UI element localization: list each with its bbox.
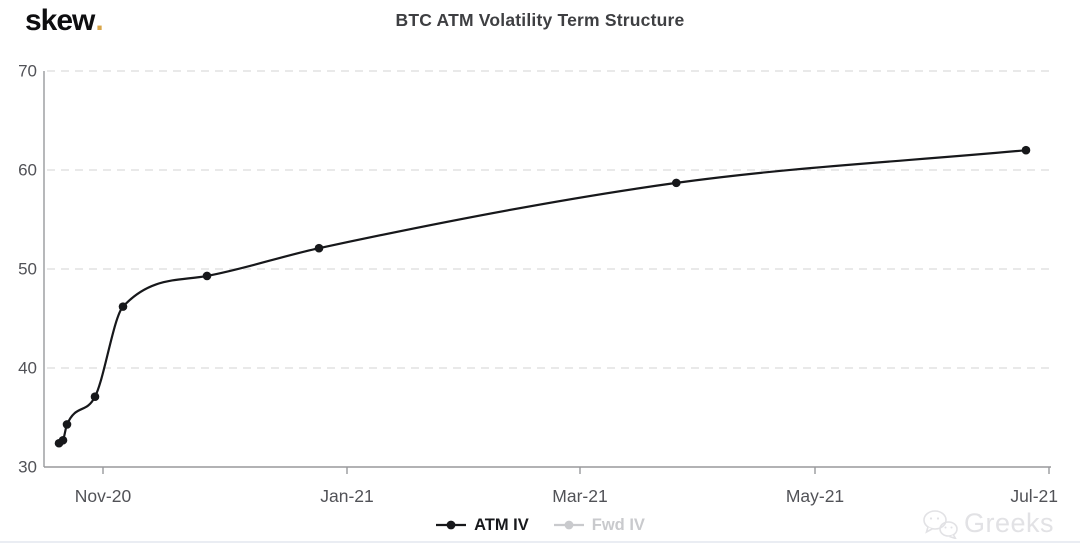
data-point[interactable] xyxy=(672,178,681,188)
x-axis-label: May-21 xyxy=(786,486,844,506)
legend-label-fwd-iv: Fwd IV xyxy=(591,515,645,534)
bottom-divider xyxy=(0,541,1080,543)
legend-marker-atm-iv xyxy=(436,520,467,530)
x-axis-label: Jul-21 xyxy=(1010,486,1058,506)
skew-logo-text: skew xyxy=(25,4,95,37)
data-point[interactable] xyxy=(314,243,324,253)
greeks-watermark: Greeks xyxy=(922,508,1054,539)
data-point[interactable] xyxy=(58,435,68,445)
x-axis-label: Mar-21 xyxy=(552,486,607,506)
skew-logo-dot: . xyxy=(95,4,103,37)
y-axis-label: 30 xyxy=(18,458,37,477)
series-line-atm-iv xyxy=(58,149,1027,445)
data-point[interactable] xyxy=(1021,145,1031,155)
legend-label-atm-iv: ATM IV xyxy=(474,515,529,534)
y-axis-label: 70 xyxy=(18,62,37,81)
wechat-icon xyxy=(923,509,958,539)
volatility-term-structure-chart: 70 60 50 40 30 Nov-20 Jan-21 Mar-21 May-21 Jul-21 xyxy=(18,62,1058,506)
data-point[interactable] xyxy=(62,420,72,429)
data-point[interactable] xyxy=(90,392,100,402)
data-point[interactable] xyxy=(202,271,212,281)
chart-title: BTC ATM Volatility Term Structure xyxy=(395,10,685,30)
data-point[interactable] xyxy=(118,302,128,311)
legend-item-atm-iv[interactable]: ATM IV xyxy=(435,516,529,535)
legend-item-fwd-iv[interactable]: Fwd IV xyxy=(553,516,645,535)
x-axis-label: Jan-21 xyxy=(320,486,374,506)
y-axis-label: 50 xyxy=(18,260,37,279)
x-axis-label: Nov-20 xyxy=(75,486,132,506)
chart-legend: ATM IV Fwd IV xyxy=(0,512,1080,538)
greeks-watermark-text: Greeks xyxy=(963,508,1054,538)
skew-logo: skew. xyxy=(25,4,104,38)
y-axis-label: 40 xyxy=(18,359,37,378)
legend-marker-fwd-iv xyxy=(553,520,584,530)
y-axis-label: 60 xyxy=(18,161,37,180)
